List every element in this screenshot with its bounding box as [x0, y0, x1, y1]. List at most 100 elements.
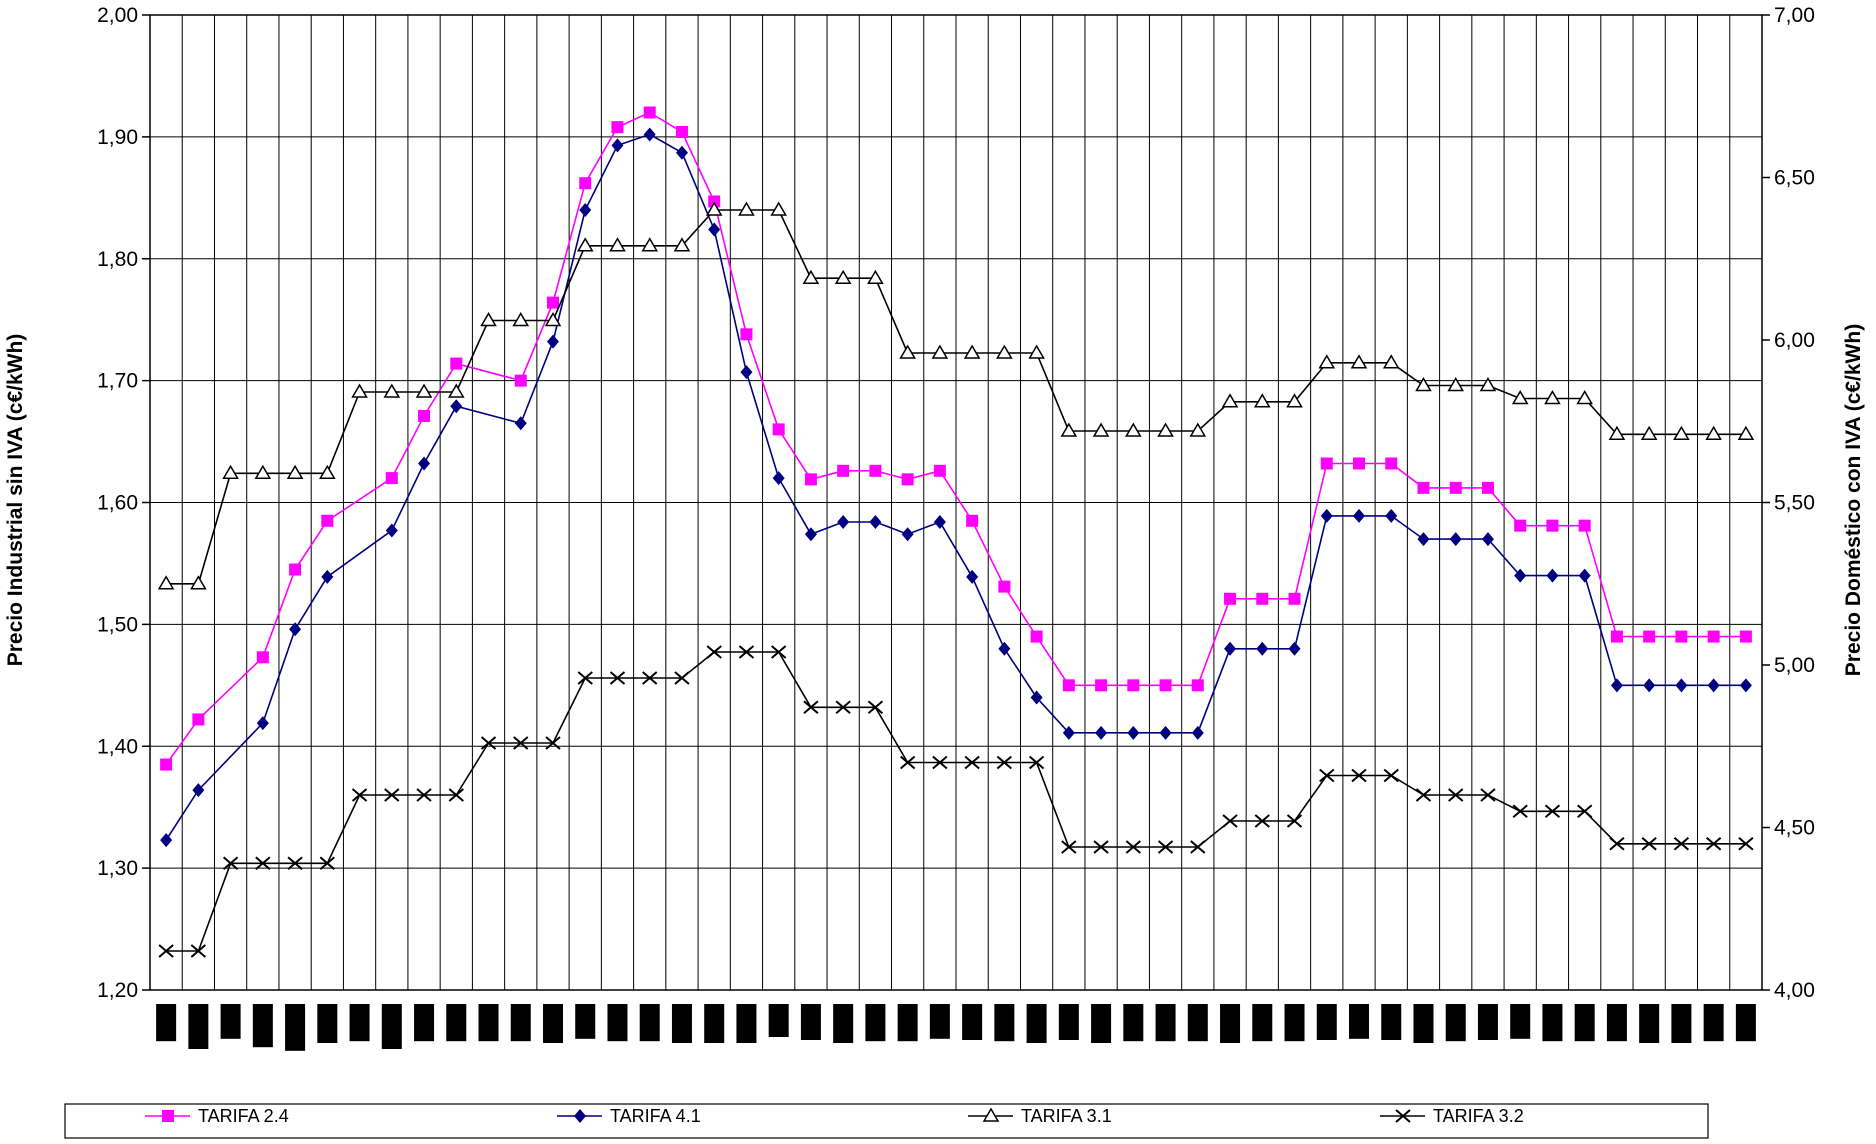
triangle-marker: [1608, 425, 1626, 440]
x-marker: [706, 645, 722, 659]
triangle-marker: [286, 464, 304, 479]
square-marker: [966, 514, 979, 527]
category-label-block: [1220, 1004, 1241, 1043]
x-marker: [577, 671, 593, 685]
left-tick-label: 1,60: [97, 492, 138, 515]
x-marker: [1395, 1109, 1411, 1123]
series-layer: [157, 106, 1755, 958]
square-marker: [740, 328, 753, 341]
x-marker: [255, 856, 271, 871]
square-marker: [675, 126, 688, 138]
diamond-marker: [740, 365, 753, 380]
square-marker: [1449, 481, 1462, 494]
x-marker: [190, 944, 207, 958]
diamond-marker: [1417, 532, 1430, 547]
triangle-marker: [383, 383, 401, 398]
triangle-marker: [512, 312, 530, 327]
x-marker: [287, 856, 303, 871]
triangle-marker: [1157, 422, 1174, 437]
square-marker: [162, 1110, 174, 1122]
right-axis-ticks: 4,00 4,50 5,00 5,50 6,00 6,50 7,00: [1762, 4, 1815, 1002]
category-label-block: [607, 1004, 628, 1042]
x-marker: [513, 736, 529, 750]
category-label-block: [1349, 1004, 1369, 1039]
diamond-marker: [1385, 508, 1398, 523]
x-marker: [1093, 840, 1109, 854]
triangle-marker: [1092, 422, 1110, 437]
triangle-marker: [1511, 390, 1529, 405]
category-label-block: [510, 1004, 531, 1042]
diamond-marker: [837, 515, 850, 529]
square-marker: [901, 473, 914, 486]
x-marker: [1738, 836, 1754, 851]
x-marker: [480, 736, 497, 750]
square-marker: [1353, 457, 1365, 470]
triangle-marker: [1125, 422, 1142, 437]
x-marker: [642, 671, 658, 685]
triangle-marker: [931, 344, 949, 359]
diamond-marker: [1030, 690, 1043, 705]
x-marker: [1480, 788, 1496, 802]
triangle-marker: [1189, 422, 1207, 437]
legend-item: TARIFA 4.1: [557, 1106, 701, 1126]
x-marker: [158, 944, 174, 958]
diamond-marker: [643, 127, 656, 142]
right-tick-label: 4,50: [1774, 817, 1815, 840]
square-marker: [1739, 630, 1752, 643]
diamond-marker: [418, 456, 431, 471]
category-label-block: [1703, 1004, 1724, 1042]
x-marker: [1544, 804, 1561, 819]
x-marker: [1028, 755, 1045, 770]
legend-label: TARIFA 3.2: [1433, 1106, 1524, 1126]
triangle-marker: [1447, 377, 1465, 392]
square-marker: [1643, 630, 1656, 643]
triangle-marker: [1286, 393, 1303, 408]
square-marker: [1578, 519, 1591, 532]
triangle-marker: [1318, 354, 1336, 369]
square-marker: [1546, 519, 1559, 532]
square-marker: [1288, 592, 1301, 605]
diamond-marker: [574, 1109, 586, 1123]
triangle-marker: [609, 237, 626, 252]
square-marker: [1514, 519, 1527, 532]
square-marker: [643, 106, 656, 119]
diamond-marker: [675, 145, 688, 160]
square-marker: [1675, 630, 1688, 643]
category-label-block: [1252, 1004, 1273, 1042]
category-label-block: [1574, 1004, 1595, 1042]
square-marker: [1095, 679, 1108, 692]
left-tick-label: 1,20: [97, 979, 138, 1002]
legend-label: TARIFA 3.1: [1021, 1106, 1112, 1126]
right-tick-label: 4,00: [1774, 979, 1815, 1002]
legend-item: TARIFA 2.4: [145, 1106, 289, 1126]
right-tick-label: 6,00: [1774, 329, 1815, 352]
x-marker: [932, 755, 948, 770]
x-marker: [448, 788, 464, 802]
category-label-block: [349, 1004, 370, 1042]
triangle-marker: [1382, 354, 1400, 369]
legend-item: TARIFA 3.2: [1380, 1106, 1524, 1126]
square-marker: [1030, 630, 1043, 643]
square-marker: [998, 580, 1011, 593]
series-line: [166, 209, 1746, 585]
triangle-marker: [1640, 425, 1658, 440]
triangle-marker: [867, 269, 884, 284]
x-marker: [803, 700, 819, 715]
category-label-block: [1058, 1004, 1079, 1040]
diamond-marker: [772, 471, 785, 486]
square-marker: [1320, 457, 1333, 470]
diamond-marker: [1062, 725, 1075, 740]
category-label-block: [414, 1004, 435, 1042]
category-label-block: [929, 1004, 950, 1039]
square-marker: [418, 409, 431, 422]
legend-label: TARIFA 4.1: [610, 1106, 701, 1126]
triangle-marker: [834, 269, 852, 284]
category-label-block: [1735, 1004, 1756, 1042]
legend: TARIFA 2.4 TARIFA 4.1 TARIFA 3.1 TARIFA 3.2: [64, 1103, 1709, 1139]
x-marker: [609, 671, 626, 685]
diamond-marker: [611, 138, 624, 153]
x-marker: [964, 755, 980, 770]
diamond-marker: [1449, 532, 1462, 547]
triangle-marker: [1479, 377, 1497, 392]
category-label-block: [704, 1004, 725, 1043]
